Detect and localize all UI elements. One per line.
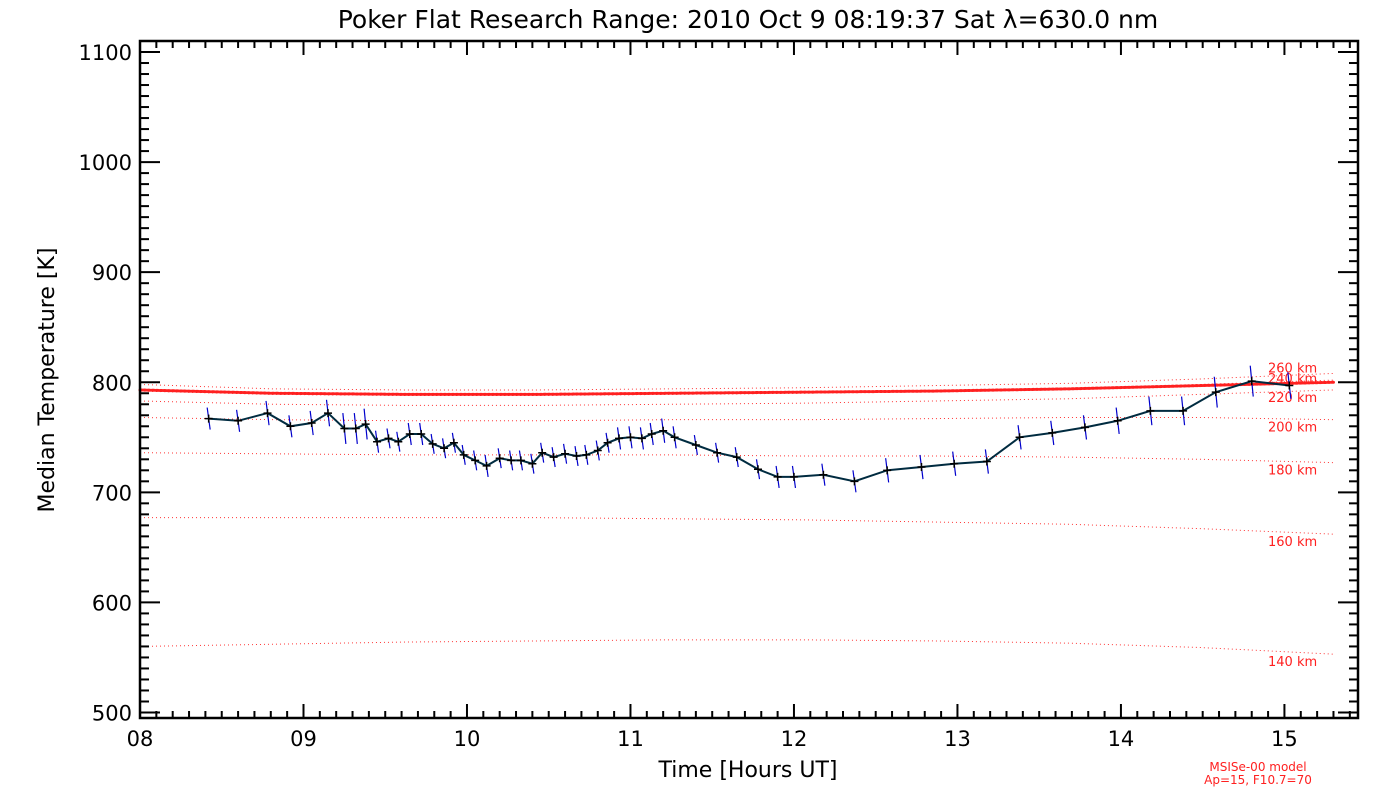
data-point [732, 453, 741, 462]
x-tick-label: 08 [127, 727, 154, 751]
data-point [1146, 406, 1155, 415]
data-point [428, 439, 437, 448]
data-point [307, 418, 316, 427]
data-point [405, 429, 414, 438]
data-point [950, 459, 959, 468]
data-point [1179, 406, 1188, 415]
data-point [528, 459, 537, 468]
model-note-line-2: Ap=15, F10.7=70 [1204, 773, 1312, 787]
data-point [361, 420, 370, 429]
x-tick-label: 10 [454, 727, 481, 751]
plot-frame [138, 39, 1360, 720]
data-point [1247, 377, 1256, 386]
model-curve-140km [139, 639, 1334, 655]
data-point [691, 440, 700, 449]
chart-title: Poker Flat Research Range: 2010 Oct 9 08… [338, 5, 1159, 34]
data-point [482, 461, 491, 470]
data-point [659, 426, 668, 435]
data-point [1285, 381, 1294, 390]
x-tick-label: 11 [617, 727, 644, 751]
model-curve-200km [139, 416, 1334, 422]
data-point [615, 434, 624, 443]
data-point [263, 409, 272, 418]
x-tick-label: 12 [781, 727, 808, 751]
data-point [850, 477, 859, 486]
model-note-line-1: MSISe-00 model [1209, 760, 1306, 774]
data-point [637, 434, 646, 443]
data-point [1113, 416, 1122, 425]
model-altitude-label: 220 km [1268, 391, 1317, 406]
axes [138, 39, 1360, 720]
y-tick-label: 1000 [79, 151, 132, 175]
data-point [549, 453, 558, 462]
y-tick-label: 800 [92, 371, 132, 395]
model-curve-160km [140, 517, 1334, 535]
data-point [883, 466, 892, 475]
data-point [516, 456, 525, 465]
data-point [204, 414, 213, 423]
model-altitude-label: 180 km [1268, 464, 1317, 479]
data-point [582, 450, 591, 459]
measurement-layer [204, 365, 1294, 493]
data-point [471, 456, 480, 465]
data-point [593, 446, 602, 455]
data-point [603, 438, 612, 447]
model-curve-220km [139, 389, 1334, 406]
data-point [753, 465, 762, 474]
data-point [495, 454, 504, 463]
x-tick-label: 13 [944, 727, 971, 751]
data-point [773, 472, 782, 481]
x-tick-label: 14 [1108, 727, 1135, 751]
data-point [324, 409, 333, 418]
temperature-line [208, 380, 1290, 483]
data-point [394, 437, 403, 446]
data-point [417, 429, 426, 438]
x-tick-label: 09 [290, 727, 317, 751]
data-point [340, 424, 349, 433]
data-point [373, 437, 382, 446]
data-point [626, 433, 635, 442]
data-point [449, 438, 458, 447]
model-altitude-label: 140 km [1268, 655, 1317, 670]
data-point [351, 424, 360, 433]
y-tick-label: 700 [92, 481, 132, 505]
data-point [982, 457, 991, 466]
data-point [1048, 428, 1057, 437]
data-point [459, 450, 468, 459]
data-point [234, 416, 243, 425]
model-altitude-label: 260 km [1268, 361, 1317, 376]
data-point [561, 449, 570, 458]
y-tick-label: 500 [92, 701, 132, 725]
y-axis-label: Median Temperature [K] [35, 248, 60, 513]
data-point [384, 434, 393, 443]
data-point [917, 463, 926, 472]
y-tick-label: 600 [92, 591, 132, 615]
model-altitude-label: 200 km [1268, 421, 1317, 436]
data-point [670, 433, 679, 442]
data-point [789, 472, 798, 481]
data-point [1015, 433, 1024, 442]
data-point [1211, 388, 1220, 397]
data-point [440, 444, 449, 453]
data-point [286, 422, 295, 431]
y-tick-label: 900 [92, 261, 132, 285]
model-main-curve [138, 380, 1335, 396]
data-point [1080, 423, 1089, 432]
data-point [507, 456, 516, 465]
data-point [647, 429, 656, 438]
data-point [538, 448, 547, 457]
model-curve-260km [139, 372, 1334, 391]
x-axis-label: Time [Hours UT] [658, 758, 838, 783]
x-tick-label: 15 [1271, 727, 1298, 751]
model-altitude-label: 160 km [1268, 535, 1317, 550]
data-point [713, 448, 722, 457]
tick-labels: 08 09 10 11 12 13 14 15 500 600 700 800 900 1000 1100 [79, 41, 1298, 751]
y-tick-label: 1100 [79, 41, 132, 65]
data-point [572, 452, 581, 461]
data-point [819, 470, 828, 479]
